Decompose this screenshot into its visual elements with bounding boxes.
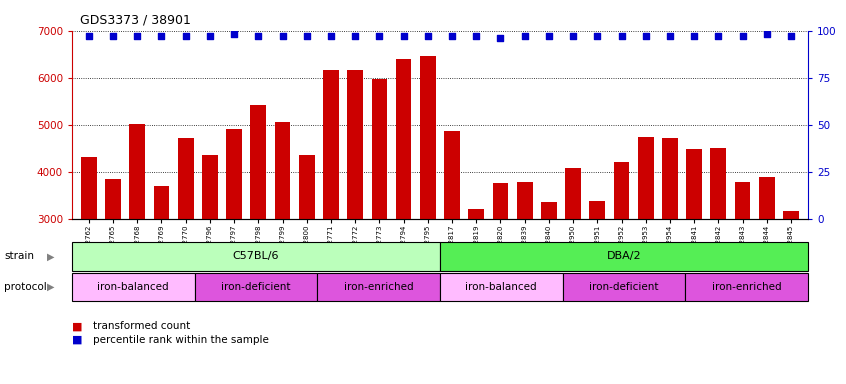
Bar (81, 157, 96, 219)
Point (445, 33, 459, 40)
Point (421, 33, 435, 40)
Point (276, 33, 289, 40)
Bar (759, 177, 775, 219)
Text: ■: ■ (72, 335, 82, 345)
Bar (420, 56, 436, 219)
Text: strain: strain (4, 251, 34, 262)
Bar (105, 179, 121, 219)
Bar (323, 70, 339, 219)
Point (251, 33, 265, 40)
Text: GDS3373 / 38901: GDS3373 / 38901 (80, 14, 191, 27)
Point (324, 33, 338, 40)
Point (179, 33, 193, 40)
Bar (711, 148, 726, 219)
Point (615, 33, 629, 40)
Point (300, 33, 314, 40)
Text: ▶: ▶ (47, 251, 54, 262)
Text: iron-deficient: iron-deficient (589, 282, 659, 292)
Point (82, 33, 96, 40)
Bar (129, 124, 146, 219)
Text: DBA/2: DBA/2 (607, 251, 641, 262)
Bar (662, 138, 678, 219)
Bar (734, 182, 750, 219)
Bar (72, 242, 440, 271)
Bar (154, 186, 169, 219)
Bar (685, 273, 808, 301)
Bar (638, 137, 654, 219)
Point (470, 33, 483, 40)
Point (372, 33, 386, 40)
Bar (563, 273, 685, 301)
Bar (250, 104, 266, 219)
Bar (195, 273, 317, 301)
Bar (492, 183, 508, 219)
Bar (72, 273, 195, 301)
Point (639, 33, 652, 40)
Bar (440, 273, 563, 301)
Text: C57BL/6: C57BL/6 (233, 251, 279, 262)
Text: iron-balanced: iron-balanced (97, 282, 169, 292)
Point (663, 33, 677, 40)
Point (494, 35, 508, 41)
Point (349, 33, 362, 40)
Point (784, 33, 798, 40)
Text: iron-enriched: iron-enriched (343, 282, 414, 292)
Bar (226, 129, 242, 219)
Bar (371, 79, 387, 219)
Point (736, 33, 750, 40)
Point (566, 33, 580, 40)
Point (518, 33, 531, 40)
Bar (317, 273, 440, 301)
Point (107, 33, 120, 40)
Bar (275, 122, 290, 219)
Text: iron-deficient: iron-deficient (221, 282, 291, 292)
Point (542, 33, 556, 40)
Bar (590, 201, 605, 219)
Point (591, 33, 604, 40)
Bar (613, 162, 629, 219)
Bar (517, 182, 532, 219)
Point (228, 31, 241, 38)
Bar (440, 242, 808, 271)
Point (397, 33, 410, 40)
Text: transformed count: transformed count (93, 321, 190, 331)
Bar (541, 202, 557, 219)
Point (203, 33, 217, 40)
Bar (444, 131, 460, 219)
Bar (396, 60, 411, 219)
Point (711, 33, 725, 40)
Point (130, 33, 144, 40)
Bar (178, 137, 194, 219)
Bar (348, 70, 363, 219)
Text: percentile rank within the sample: percentile rank within the sample (93, 335, 269, 345)
Bar (686, 149, 702, 219)
Text: ▶: ▶ (47, 282, 54, 292)
Point (687, 33, 700, 40)
Bar (565, 167, 581, 219)
Point (155, 33, 168, 40)
Point (760, 31, 773, 38)
Bar (202, 156, 217, 219)
Bar (299, 156, 315, 219)
Bar (783, 211, 799, 219)
Text: iron-enriched: iron-enriched (711, 282, 782, 292)
Text: iron-balanced: iron-balanced (465, 282, 537, 292)
Text: protocol: protocol (4, 282, 47, 292)
Text: ■: ■ (72, 321, 82, 331)
Bar (469, 209, 484, 219)
